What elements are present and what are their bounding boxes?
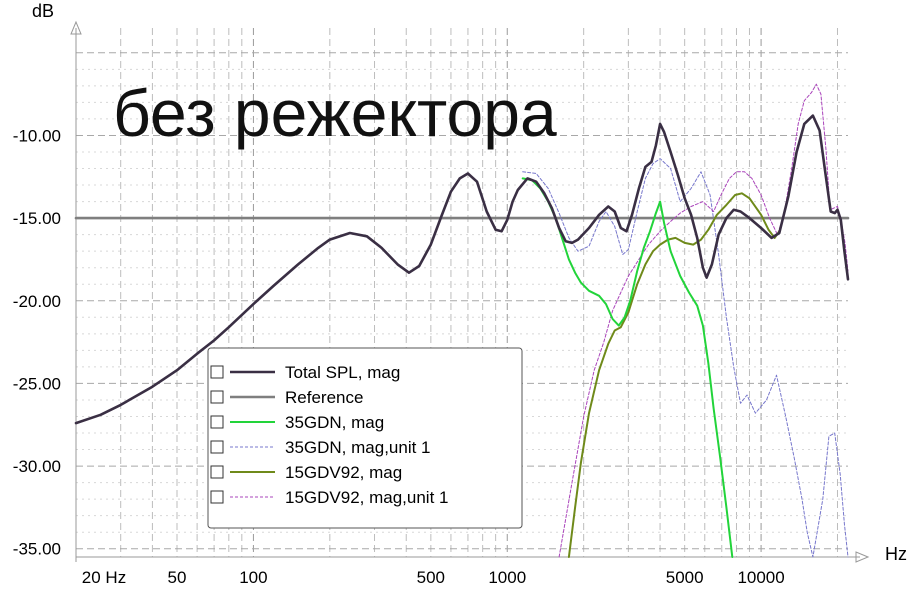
grid <box>75 28 848 557</box>
series-line-4 <box>567 192 781 558</box>
legend-label: 35GDN, mag <box>285 413 384 432</box>
legend-box <box>207 347 523 529</box>
x-axis-arrow-icon <box>855 551 870 563</box>
x-tick-label: 50 <box>168 568 187 587</box>
axes <box>70 20 870 563</box>
series-line-0 <box>74 114 850 425</box>
legend-checkbox[interactable] <box>210 465 224 479</box>
series-line-3 <box>522 158 849 558</box>
legend-label: 15GDV92, mag,unit 1 <box>285 488 448 507</box>
series-group <box>74 83 850 558</box>
y-tick-label: -35.00 <box>13 540 61 559</box>
legend: Total SPL, mag Reference 35GDN, mag 35GDN, … <box>207 347 523 529</box>
series-line-5 <box>558 83 849 558</box>
y-tick-label: -20.00 <box>13 292 61 311</box>
x-tick-label: 1000 <box>488 568 526 587</box>
chart-title: без режектора <box>113 76 557 150</box>
x-tick-label: 100 <box>239 568 267 587</box>
legend-label: 15GDV92, mag <box>285 463 402 482</box>
legend-label: 35GDN, mag,unit 1 <box>285 438 431 457</box>
y-axis-unit-label: dB <box>32 1 54 21</box>
y-tick-label: -25.00 <box>13 374 61 393</box>
tick-labels: -10.00 -15.00 -20.00 -25.00 -30.00 -35.00 20 H… <box>13 126 785 587</box>
legend-checkbox[interactable] <box>210 365 224 379</box>
legend-checkbox[interactable] <box>210 440 224 454</box>
x-tick-label: 10000 <box>737 568 784 587</box>
legend-label: Total SPL, mag <box>285 363 400 382</box>
x-axis-unit-label: Hz <box>885 544 907 564</box>
x-tick-label: 20 Hz <box>82 568 126 587</box>
y-tick-label: -15.00 <box>13 209 61 228</box>
legend-checkbox[interactable] <box>210 390 224 404</box>
legend-checkbox[interactable] <box>210 415 224 429</box>
y-axis-arrow-icon <box>70 20 82 35</box>
legend-checkbox[interactable] <box>210 490 224 504</box>
series-line-2 <box>521 177 734 558</box>
y-tick-label: -10.00 <box>13 126 61 145</box>
y-tick-label: -30.00 <box>13 457 61 476</box>
x-tick-label: 5000 <box>666 568 704 587</box>
x-tick-label: 500 <box>417 568 445 587</box>
legend-label: Reference <box>285 388 363 407</box>
